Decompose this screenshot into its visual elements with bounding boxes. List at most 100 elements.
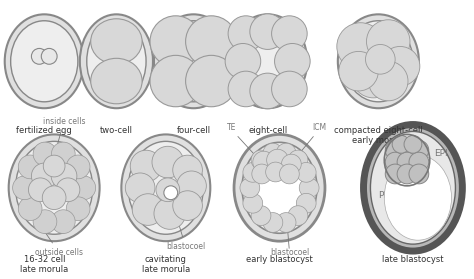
Ellipse shape [338, 14, 419, 108]
Text: PE: PE [378, 191, 389, 200]
Circle shape [42, 186, 66, 210]
Circle shape [164, 186, 178, 200]
Ellipse shape [228, 14, 307, 108]
Circle shape [52, 142, 75, 166]
Circle shape [385, 152, 405, 172]
Circle shape [409, 164, 429, 184]
Ellipse shape [87, 21, 146, 102]
Ellipse shape [16, 141, 93, 234]
Circle shape [250, 73, 285, 109]
Circle shape [253, 151, 274, 173]
Circle shape [267, 149, 288, 171]
Circle shape [280, 164, 299, 184]
Ellipse shape [371, 131, 456, 244]
Circle shape [392, 135, 410, 153]
Circle shape [66, 155, 90, 179]
Circle shape [33, 142, 57, 166]
Text: inside cells: inside cells [43, 117, 85, 171]
Circle shape [150, 16, 201, 67]
Ellipse shape [10, 21, 78, 102]
Ellipse shape [9, 134, 100, 241]
Circle shape [56, 178, 80, 202]
Circle shape [272, 71, 307, 107]
Circle shape [397, 164, 417, 184]
Circle shape [186, 16, 237, 67]
Circle shape [18, 155, 42, 179]
Circle shape [409, 152, 429, 172]
Circle shape [186, 55, 237, 107]
Ellipse shape [242, 142, 317, 233]
Circle shape [404, 135, 422, 153]
Circle shape [274, 44, 310, 79]
Ellipse shape [234, 21, 301, 102]
Ellipse shape [80, 14, 153, 108]
Circle shape [251, 206, 271, 225]
Ellipse shape [154, 14, 233, 108]
Circle shape [177, 171, 206, 201]
Circle shape [28, 178, 52, 202]
Ellipse shape [91, 58, 142, 104]
Circle shape [154, 198, 186, 229]
Circle shape [385, 164, 405, 184]
Circle shape [251, 150, 271, 170]
Circle shape [397, 140, 417, 160]
Circle shape [152, 146, 183, 178]
Text: outside cells: outside cells [31, 212, 83, 257]
Circle shape [173, 155, 202, 185]
Circle shape [130, 150, 162, 182]
Circle shape [243, 193, 263, 213]
Circle shape [31, 163, 57, 189]
Ellipse shape [344, 21, 413, 102]
Text: late blastocyst: late blastocyst [382, 255, 444, 264]
Circle shape [66, 197, 90, 221]
Circle shape [282, 154, 301, 174]
Text: four-cell: four-cell [176, 126, 210, 134]
Circle shape [263, 143, 283, 163]
Text: eight-cell: eight-cell [248, 126, 287, 134]
Circle shape [368, 61, 408, 101]
Circle shape [397, 152, 417, 172]
Circle shape [339, 51, 378, 91]
Circle shape [52, 210, 75, 234]
Circle shape [18, 197, 42, 221]
Circle shape [385, 140, 405, 160]
Text: early blastocyst: early blastocyst [246, 255, 313, 264]
Circle shape [296, 193, 316, 213]
Circle shape [288, 150, 308, 170]
Circle shape [265, 162, 285, 182]
Ellipse shape [121, 134, 210, 241]
Circle shape [13, 176, 36, 200]
Ellipse shape [128, 141, 203, 234]
Circle shape [156, 178, 180, 202]
Circle shape [263, 213, 283, 232]
Text: cavitating
late morula: cavitating late morula [142, 255, 190, 275]
Ellipse shape [91, 19, 142, 64]
Circle shape [125, 173, 155, 203]
Ellipse shape [234, 134, 325, 241]
Ellipse shape [5, 14, 84, 108]
Circle shape [299, 178, 319, 198]
Circle shape [272, 16, 307, 51]
Circle shape [380, 47, 420, 86]
Circle shape [228, 16, 264, 51]
Circle shape [240, 178, 260, 198]
Text: blastocoel: blastocoel [270, 248, 309, 257]
Circle shape [288, 206, 308, 225]
Circle shape [150, 55, 201, 107]
Circle shape [365, 44, 395, 74]
Text: 16-32 cell
late morula: 16-32 cell late morula [20, 255, 68, 275]
Circle shape [276, 213, 296, 232]
Circle shape [43, 155, 65, 177]
Circle shape [276, 143, 296, 163]
Circle shape [51, 163, 77, 189]
Circle shape [41, 49, 57, 64]
Circle shape [31, 49, 47, 64]
Text: TE: TE [228, 124, 237, 133]
Circle shape [366, 20, 410, 63]
Circle shape [352, 54, 395, 98]
Text: fertilized egg: fertilized egg [17, 126, 72, 134]
Text: blastocoel: blastocoel [166, 200, 205, 251]
Circle shape [228, 71, 264, 107]
Ellipse shape [364, 124, 462, 251]
Ellipse shape [160, 21, 227, 102]
